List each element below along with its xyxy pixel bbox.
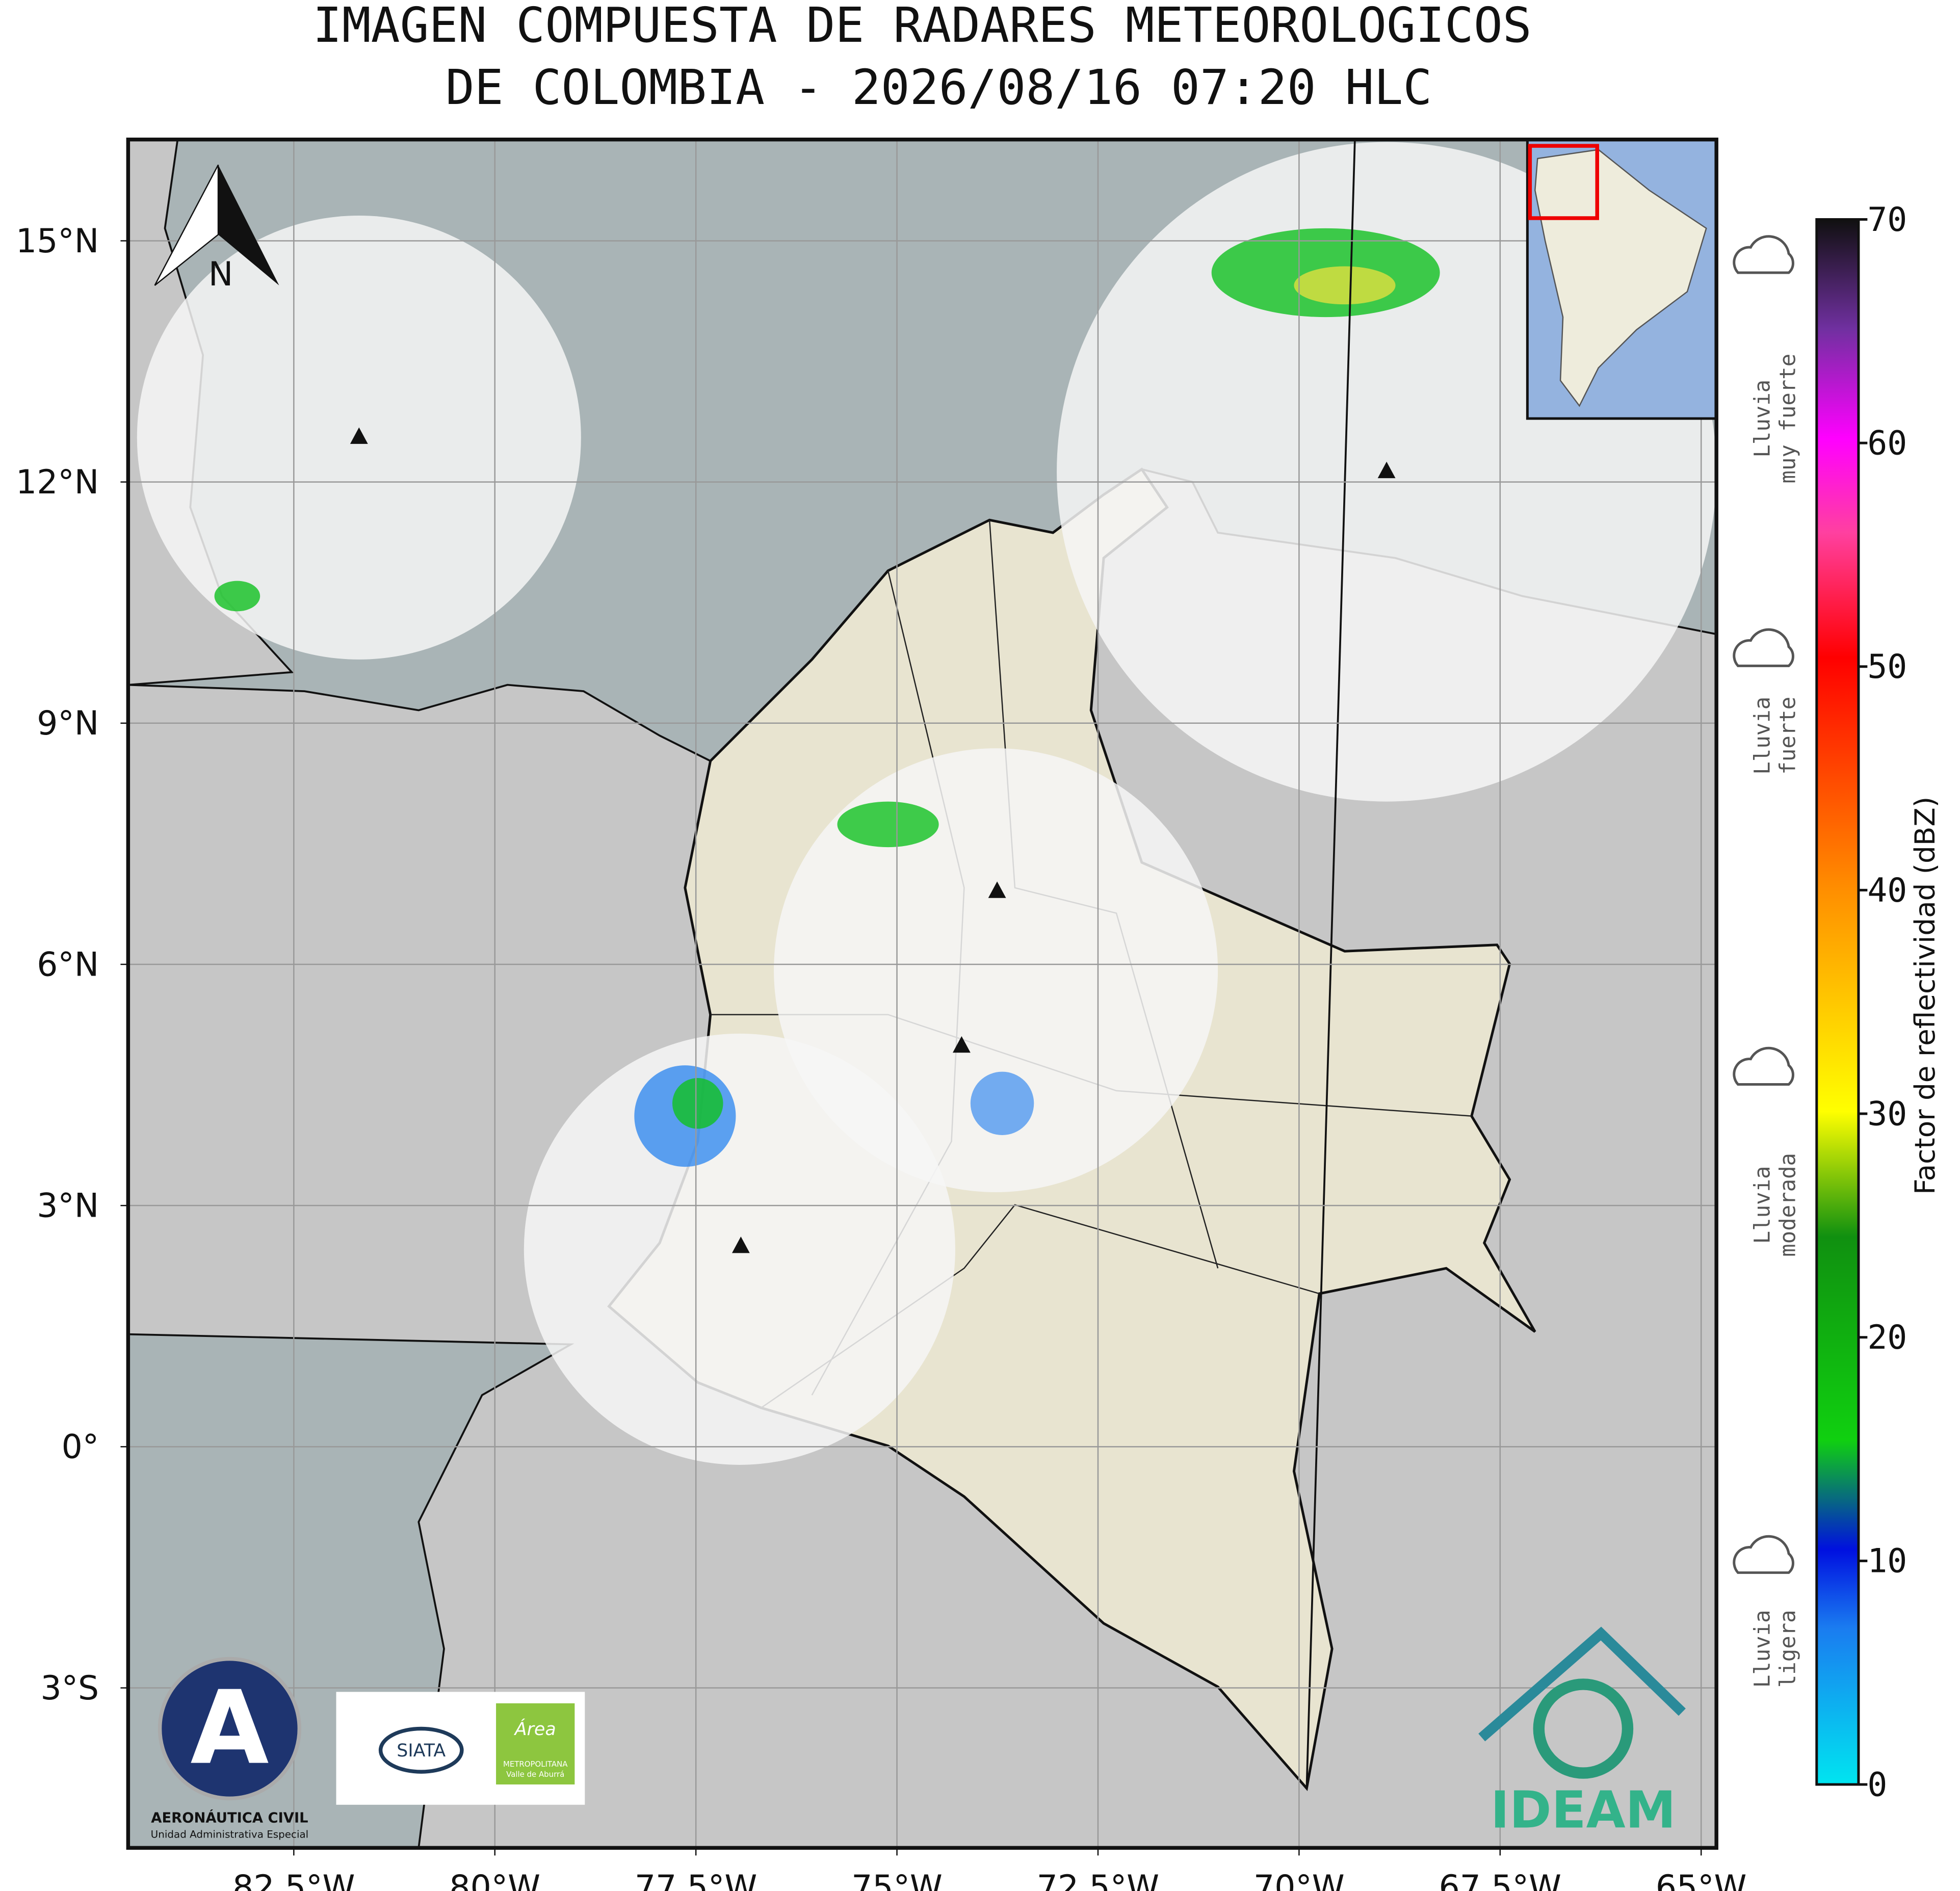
map-frame bbox=[126, 137, 1718, 1850]
x-tick-label: 67.5°W bbox=[1439, 1869, 1561, 1891]
cloud-icon bbox=[1733, 1535, 1794, 1574]
colorbar-tick-label: 0 bbox=[1867, 1766, 1887, 1804]
title: IMAGEN COMPUESTA DE RADARES METEOROLOGIC… bbox=[313, 0, 1532, 116]
ideam-logo: IDEAM bbox=[1478, 1626, 1686, 1840]
colorbar-tick-label: 60 bbox=[1867, 425, 1907, 463]
rain-label: muy fuerte bbox=[1775, 354, 1800, 484]
cloud-icon bbox=[1733, 628, 1794, 667]
y-tick-label: 3°N bbox=[37, 1187, 99, 1225]
logo-text: AERONÁUTICA CIVIL bbox=[151, 1810, 308, 1826]
logo-text: Unidad Administrativa Especial bbox=[151, 1828, 309, 1840]
siata-area-logo: SIATA Área METROPOLITANA Valle de Aburrá bbox=[336, 1692, 585, 1805]
y-tick-label: 12°N bbox=[16, 463, 99, 502]
echoes bbox=[214, 228, 1440, 1167]
rain-label: moderada bbox=[1775, 1153, 1800, 1257]
x-tick-label: 70°W bbox=[1253, 1869, 1345, 1891]
colorbar-ramp bbox=[1815, 218, 1860, 1786]
y-tick-label: 15°N bbox=[16, 222, 99, 260]
rain-label: ligera bbox=[1775, 1610, 1800, 1688]
north-label: N bbox=[208, 255, 233, 294]
echo bbox=[214, 581, 260, 612]
colorbar-tick-label: 50 bbox=[1867, 648, 1907, 686]
x-tick-label: 80°W bbox=[449, 1869, 540, 1891]
x-tick-label: 72.5°W bbox=[1037, 1869, 1159, 1891]
cloud bbox=[378, 1726, 464, 1774]
radar-site bbox=[952, 1036, 971, 1053]
echo bbox=[1294, 266, 1396, 305]
x-tick-label: 82.5°W bbox=[232, 1869, 355, 1891]
logo-text: SIATA bbox=[397, 1741, 446, 1761]
colorbar-tick-label: 70 bbox=[1867, 201, 1907, 239]
rain-label: Lluvia bbox=[1750, 697, 1775, 775]
logo-text: METROPOLITANA bbox=[503, 1759, 568, 1769]
inset-land bbox=[1534, 149, 1707, 407]
logo-circle bbox=[158, 1657, 302, 1801]
radar-site bbox=[1377, 461, 1396, 479]
radar-site bbox=[988, 881, 1006, 898]
x-tick-label: 77.5°W bbox=[635, 1869, 757, 1891]
logo-square bbox=[496, 1703, 575, 1784]
axes: 82.5°W 80°W 77.5°W 75°W 72.5°W 70°W 67.5°W 65°W… bbox=[16, 222, 1746, 1891]
radar-site bbox=[731, 1237, 750, 1253]
cloud-icon bbox=[1733, 1046, 1794, 1086]
rain-label: fuerte bbox=[1775, 697, 1800, 775]
echo bbox=[672, 1078, 723, 1129]
echo bbox=[837, 801, 939, 848]
y-tick-label: 6°N bbox=[37, 946, 99, 984]
logo-letter: A bbox=[190, 1669, 269, 1787]
title-line: DE COLOMBIA - 2026/08/16 07:20 HLC bbox=[446, 60, 1432, 116]
logo-swirl bbox=[1533, 1678, 1634, 1779]
cloud-icon bbox=[1733, 235, 1794, 274]
rain-label: Lluvia bbox=[1750, 1610, 1775, 1688]
colorbar-tick-label: 20 bbox=[1867, 1319, 1907, 1357]
colorbar-tick-label: 30 bbox=[1867, 1095, 1907, 1133]
colorbar-tick-label: 40 bbox=[1867, 872, 1907, 910]
inset-extent bbox=[1528, 144, 1599, 220]
map-body: N A AERONÁUTICA CIVIL Unidad Administrat… bbox=[128, 139, 1717, 1848]
colorbar-label: Factor de reflectividad (dBZ) bbox=[1909, 797, 1941, 1195]
y-tick-label: 0° bbox=[62, 1428, 99, 1466]
echo bbox=[970, 1071, 1034, 1135]
logo-roof bbox=[1478, 1626, 1686, 1742]
radar-sites bbox=[350, 427, 1396, 1253]
grid bbox=[128, 139, 1717, 1848]
y-tick-label: 3°S bbox=[41, 1669, 99, 1708]
aeronautica-logo: A AERONÁUTICA CIVIL Unidad Administrativ… bbox=[151, 1657, 309, 1840]
y-tick-label: 9°N bbox=[37, 704, 99, 743]
logo-text: Valle de Aburrá bbox=[506, 1770, 564, 1779]
logo-text: Área bbox=[514, 1718, 556, 1740]
colorbar-tick-label: 10 bbox=[1867, 1542, 1907, 1581]
rain-label: Lluvia bbox=[1750, 1166, 1775, 1244]
colorbar: Factor de reflectividad (dBZ) 0 10 20 30 40 5… bbox=[1815, 201, 1941, 1804]
x-tick-label: 65°W bbox=[1656, 1869, 1747, 1891]
title-line: IMAGEN COMPUESTA DE RADARES METEOROLOGIC… bbox=[313, 0, 1532, 54]
x-tick-label: 75°W bbox=[851, 1869, 943, 1891]
rain-label: Lluvia bbox=[1750, 380, 1775, 458]
coverage-circle bbox=[774, 748, 1218, 1192]
logo-text: IDEAM bbox=[1491, 1781, 1676, 1840]
inset-map bbox=[1526, 139, 1717, 420]
radar-site bbox=[350, 427, 368, 444]
